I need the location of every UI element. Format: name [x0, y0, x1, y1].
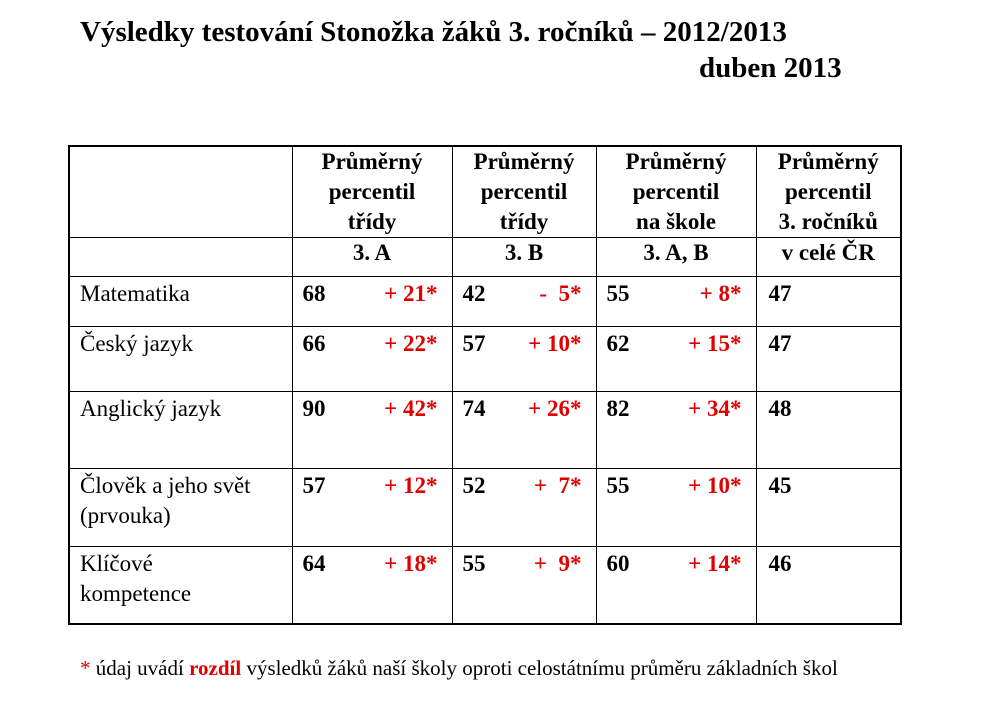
difference-school: + 10* [688, 473, 742, 498]
difference-school: + 14* [688, 551, 742, 576]
page-subtitle-date: duben 2013 [699, 52, 842, 84]
table-row: Matematika 68 + 21* 42 - 5* 55 + 8* 47 [68, 276, 902, 327]
footnote-text-end: výsledků žáků naší školy oproti celostát… [241, 656, 838, 680]
results-table: Průměrný percentil třídy Průměrný percen… [68, 145, 902, 625]
difference-3b: + 9* [533, 551, 582, 576]
header-cell-3b: Průměrný percentil třídy [451, 145, 597, 238]
difference-school: + 34* [688, 396, 742, 421]
value-3b: 55 [462, 551, 486, 576]
footnote-asterisk: * [80, 656, 91, 680]
table-header-row: Průměrný percentil třídy Průměrný percen… [68, 145, 902, 238]
value-cell-school: 82 + 34* [595, 391, 757, 469]
value-3b: 74 [462, 396, 486, 421]
difference-3b: + 10* [528, 331, 582, 356]
table-row: Český jazyk 66 + 22* 57 + 10* 62 + 15* 47 [68, 326, 902, 392]
value-3a: 57 [302, 473, 326, 498]
difference-3b: + 7* [533, 473, 582, 498]
subheader-school: 3. A, B [595, 237, 757, 277]
value-cell-3b: 42 - 5* [451, 276, 597, 327]
subject-cell: Člověk a jeho svět (prvouka) [68, 468, 293, 547]
value-cell-cr: 47 [755, 326, 902, 392]
value-school: 82 [606, 396, 630, 421]
difference-school: + 15* [688, 331, 742, 356]
header-cell-cr: Průměrný percentil 3. ročníků [755, 145, 902, 238]
subject-line: (prvouka) [80, 503, 171, 528]
value-cell-3a: 64 + 18* [291, 546, 453, 624]
subject-cell: Český jazyk [68, 326, 293, 392]
footnote-text-start: údaj uvádí [90, 656, 190, 680]
value-cell-school: 55 + 10* [595, 468, 757, 547]
value-3a: 90 [302, 396, 326, 421]
subheader-cr: v celé ČR [755, 237, 902, 277]
subject-line: kompetence [80, 581, 192, 606]
value-cell-3a: 68 + 21* [291, 276, 453, 327]
value-3a: 66 [302, 331, 326, 356]
footnote-highlight: rozdíl [189, 656, 242, 680]
page-title: Výsledky testování Stonožka žáků 3. ročn… [80, 16, 787, 48]
subheader-empty-cell [68, 237, 293, 277]
value-cell-3a: 66 + 22* [291, 326, 453, 392]
difference-3a: + 18* [384, 551, 438, 576]
difference-3b: + 26* [528, 396, 582, 421]
value-cell-school: 60 + 14* [595, 546, 757, 624]
subject-line: Klíčové [80, 551, 153, 576]
value-cell-school: 62 + 15* [595, 326, 757, 392]
value-3b: 42 [462, 281, 486, 306]
header-empty-cell [68, 145, 293, 238]
value-cell-3b: 57 + 10* [451, 326, 597, 392]
value-cell-3b: 74 + 26* [451, 391, 597, 469]
header-cell-3a: Průměrný percentil třídy [291, 145, 453, 238]
value-school: 62 [606, 331, 630, 356]
subheader-3a: 3. A [291, 237, 453, 277]
difference-3a: + 42* [384, 396, 438, 421]
table-row: Klíčové kompetence 64 + 18* 55 + 9* 60 + 14… [68, 546, 902, 624]
value-cell-3b: 55 + 9* [451, 546, 597, 624]
value-cell-school: 55 + 8* [595, 276, 757, 327]
value-3b: 57 [462, 331, 486, 356]
value-school: 55 [606, 473, 630, 498]
subject-line: Člověk a jeho svět [80, 473, 251, 498]
table-subheader-row: 3. A 3. B 3. A, B v celé ČR [68, 237, 902, 277]
value-school: 60 [606, 551, 630, 576]
footnote: * údaj uvádí rozdíl výsledků žáků naší š… [80, 656, 838, 681]
difference-school: + 8* [699, 281, 742, 306]
subject-cell: Matematika [68, 276, 293, 327]
difference-3a: + 12* [384, 473, 438, 498]
value-3a: 68 [302, 281, 326, 306]
table-row: Anglický jazyk 90 + 42* 74 + 26* 82 + 34* 4… [68, 391, 902, 469]
value-3b: 52 [462, 473, 486, 498]
difference-3a: + 22* [384, 331, 438, 356]
value-cell-cr: 48 [755, 391, 902, 469]
subject-cell: Klíčové kompetence [68, 546, 293, 624]
value-3a: 64 [302, 551, 326, 576]
table-row: Člověk a jeho svět (prvouka) 57 + 12* 52 +… [68, 468, 902, 547]
value-cell-3a: 90 + 42* [291, 391, 453, 469]
subject-cell: Anglický jazyk [68, 391, 293, 469]
value-cell-3a: 57 + 12* [291, 468, 453, 547]
value-cell-cr: 46 [755, 546, 902, 624]
difference-3a: + 21* [384, 281, 438, 306]
value-school: 55 [606, 281, 630, 306]
difference-3b: - 5* [539, 281, 582, 306]
subheader-3b: 3. B [451, 237, 597, 277]
header-cell-school: Průměrný percentil na škole [595, 145, 757, 238]
value-cell-cr: 47 [755, 276, 902, 327]
value-cell-cr: 45 [755, 468, 902, 547]
value-cell-3b: 52 + 7* [451, 468, 597, 547]
